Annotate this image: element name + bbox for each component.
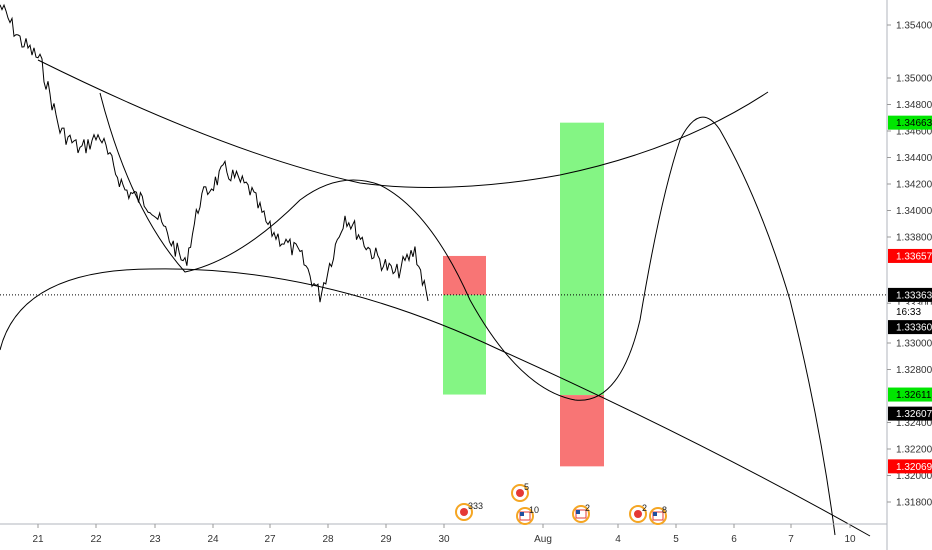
price-tag-label: 1.33363 (896, 290, 932, 301)
time-tick-label: 22 (90, 534, 102, 545)
price-tag (888, 248, 932, 263)
price-tick-label: 1.32800 (896, 365, 932, 376)
price-tick-label: 1.33800 (896, 233, 932, 244)
drawn-curves (0, 59, 871, 537)
usa-flag-canton (520, 512, 524, 516)
price-tick-label: 1.34600 (896, 127, 932, 138)
long-stop-zone (560, 395, 604, 467)
price-tag-label: 1.33360 (896, 323, 932, 334)
price-tick-label: 1.31800 (896, 498, 932, 509)
price-tick-label: 1.33300 (896, 299, 932, 310)
event-count-label: 5 (524, 482, 529, 492)
time-tick-label: 24 (207, 534, 219, 545)
time-tick-label: 30 (438, 534, 450, 545)
short-target-zone (443, 294, 486, 395)
economic-events[interactable]: 333 5 10 2 2 8 (455, 482, 667, 525)
event-canada-icon[interactable]: 2 (629, 503, 647, 523)
time-tick-label: 6 (731, 534, 737, 545)
time-tick-label: 28 (322, 534, 334, 545)
event-count-label: 2 (642, 503, 647, 513)
price-tick-label: 1.34200 (896, 180, 932, 191)
cup-curve (99, 92, 836, 536)
price-tag (888, 115, 932, 130)
time-axis[interactable]: 21 22 23 24 27 28 29 30 Aug 4 5 6 7 10 (32, 524, 856, 545)
time-tick-label: 7 (788, 534, 794, 545)
price-tag (888, 406, 932, 421)
time-tick-label: 4 (615, 534, 621, 545)
price-tag (888, 287, 932, 302)
time-tick-label: 23 (149, 534, 161, 545)
upper-arc-curve (37, 59, 769, 188)
time-tick-label: 5 (673, 534, 679, 545)
event-canada-icon[interactable]: 333 (455, 501, 483, 521)
price-tag-label: 1.33657 (896, 251, 932, 262)
price-tick-label: 1.32000 (896, 471, 932, 482)
time-tick-label: 29 (380, 534, 392, 545)
price-tick-label: 1.32400 (896, 418, 932, 429)
price-tag (888, 459, 932, 474)
event-count-label: 2 (585, 503, 590, 513)
event-usa-icon[interactable]: 10 (516, 505, 539, 525)
price-tags: 1.34663 1.33657 1.33363 16:33 1.33360 1.32611… (888, 115, 932, 474)
price-tag (888, 304, 932, 319)
canada-flag-icon (516, 489, 524, 497)
price-tag-label: 1.34663 (896, 118, 932, 129)
price-tag (888, 320, 932, 335)
price-tag-label: 1.32607 (896, 409, 932, 420)
time-tick-label: 21 (32, 534, 44, 545)
price-tag-label: 16:33 (896, 307, 921, 318)
price-tag-label: 1.32611 (896, 390, 932, 401)
price-tick-label: 1.33000 (896, 339, 932, 350)
price-tick-label: 1.34400 (896, 153, 932, 164)
long-target-zone (560, 122, 604, 396)
event-usa-icon[interactable]: 8 (649, 505, 667, 525)
price-tick-label: 1.34800 (896, 100, 932, 111)
price-tick-label: 1.32200 (896, 445, 932, 456)
time-tick-label: 27 (264, 534, 276, 545)
price-tick-label: 1.34000 (896, 206, 932, 217)
price-tag (888, 387, 932, 402)
price-tag-label: 1.32069 (896, 462, 932, 473)
position-zones (443, 122, 604, 467)
price-tick-label: 1.35000 (896, 74, 932, 85)
event-count-label: 333 (468, 501, 483, 511)
canada-flag-icon (460, 508, 468, 516)
time-tick-label: 10 (844, 534, 856, 545)
time-tick-label: Aug (534, 534, 552, 545)
price-axis[interactable]: 1.35400 1.35000 1.34800 1.34600 1.34400 1.342… (887, 21, 932, 509)
lower-arc-curve (0, 268, 871, 537)
event-usa-icon[interactable]: 2 (572, 503, 590, 523)
event-canada-icon[interactable]: 5 (511, 482, 529, 502)
usa-flag-canton (576, 510, 580, 514)
usa-flag-canton (653, 512, 657, 516)
price-tick-label: 1.35400 (896, 21, 932, 32)
event-count-label: 8 (662, 505, 667, 515)
canada-flag-icon (634, 510, 642, 518)
price-line (0, 3, 429, 303)
event-count-label: 10 (529, 505, 539, 515)
